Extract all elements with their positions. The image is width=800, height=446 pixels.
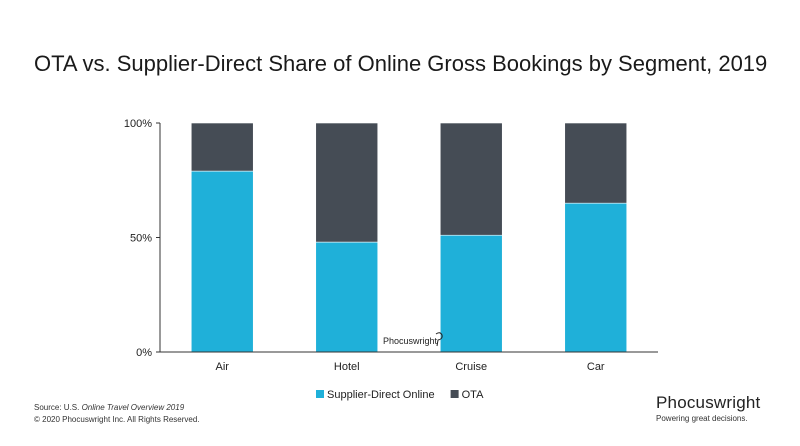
x-tick-label: Hotel <box>334 361 360 373</box>
x-tick-label: Air <box>216 361 230 373</box>
bar-ota <box>315 122 379 243</box>
bar-ota <box>564 122 628 204</box>
y-tick-label: 100% <box>124 118 152 130</box>
bar-ota <box>439 122 503 236</box>
watermark-swoosh-icon <box>435 332 443 347</box>
bar-ota <box>190 122 254 172</box>
brand-name: Phocuswright <box>656 393 761 412</box>
x-tick-label: Cruise <box>455 361 487 373</box>
legend-label: OTA <box>462 389 484 401</box>
legend-label: Supplier-Direct Online <box>327 389 435 401</box>
bar-supplier-direct <box>564 202 628 353</box>
copyright: © 2020 Phocuswright Inc. All Rights Rese… <box>34 415 200 424</box>
bar-supplier-direct <box>190 170 254 353</box>
source-report: Online Travel Overview 2019 <box>81 403 185 412</box>
legend-swatch <box>450 390 459 398</box>
legend-swatch <box>316 390 324 398</box>
y-tick-label: 0% <box>136 347 152 359</box>
chart-title: OTA vs. Supplier-Direct Share of Online … <box>34 51 768 76</box>
watermark: Phocuswright <box>383 336 438 346</box>
bar-supplier-direct <box>439 234 503 353</box>
brand-tagline: Powering great decisions. <box>656 414 748 423</box>
y-tick-label: 50% <box>130 233 152 245</box>
bar-supplier-direct <box>315 241 379 353</box>
source-note: Source: U.S. Online Travel Overview 2019… <box>34 402 200 426</box>
x-tick-label: Car <box>587 361 605 373</box>
brand-logo: Phocuswright Powering great decisions. <box>656 393 796 423</box>
source-prefix: Source: U.S. <box>34 403 82 412</box>
